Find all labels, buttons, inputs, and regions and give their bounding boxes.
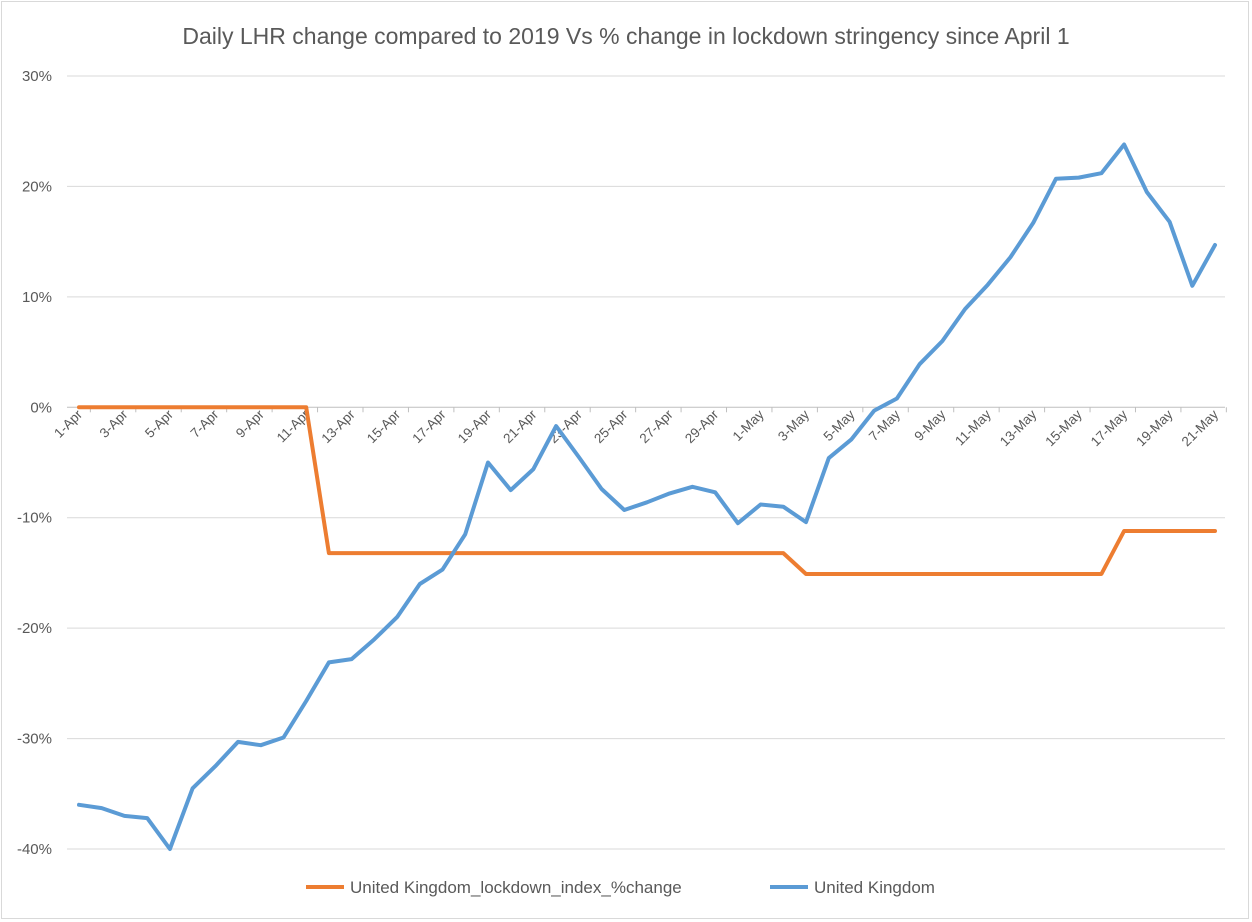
x-tick-label: 21-Apr: [500, 406, 540, 446]
x-tick-label: 13-May: [997, 407, 1040, 450]
x-tick-label: 3-May: [775, 407, 812, 444]
x-tick-label: 13-Apr: [318, 406, 358, 446]
x-tick-label: 1-May: [730, 407, 767, 444]
x-tick-label: 7-Apr: [187, 406, 221, 440]
x-tick-label: 29-Apr: [682, 406, 722, 446]
grid-layer: [67, 75, 1225, 850]
x-tick-label: 9-Apr: [233, 406, 267, 440]
x-tick-label: 1-Apr: [51, 406, 85, 440]
x-tick-label: 9-May: [911, 407, 948, 444]
x-tick-label: 25-Apr: [591, 406, 631, 446]
x-tick-label: 17-Apr: [409, 406, 449, 446]
chart-title: Daily LHR change compared to 2019 Vs % c…: [182, 23, 1069, 49]
series-layer: [77, 142, 1217, 851]
x-tick-label: 17-May: [1088, 407, 1131, 450]
x-tick-label: 19-Apr: [455, 406, 495, 446]
legend-label-lockdown-index: United Kingdom_lockdown_index_%change: [350, 878, 682, 897]
x-axis-ticks: 1-Apr 3-Apr 5-Apr 7-Apr 9-Apr 11-Apr 13-Apr 15-…: [51, 406, 1221, 449]
x-tick-label: 15-Apr: [364, 406, 404, 446]
x-tick-label: 19-May: [1133, 407, 1176, 450]
y-tick-label: 20%: [22, 178, 52, 195]
y-tick-label: -40%: [17, 841, 52, 858]
y-axis-ticks: 30% 20% 10% 0% -10% -20% -30% -40%: [17, 68, 52, 858]
y-tick-label: 0%: [30, 399, 52, 416]
y-tick-label: 30%: [22, 68, 52, 85]
x-tick-label: 5-Apr: [142, 406, 176, 440]
x-tick-label: 3-Apr: [97, 406, 131, 440]
y-tick-label: -10%: [17, 510, 52, 527]
x-tick-label: 27-Apr: [637, 406, 677, 446]
y-tick-label: -20%: [17, 620, 52, 637]
series-line-united-kingdom: [77, 142, 1217, 851]
x-tick-label: 21-May: [1179, 407, 1222, 450]
series-line-lockdown-index: [77, 405, 1217, 576]
x-tick-label: 15-May: [1042, 407, 1085, 450]
legend: United Kingdom_lockdown_index_%change Un…: [306, 878, 935, 897]
legend-label-united-kingdom: United Kingdom: [814, 878, 935, 897]
y-tick-label: -30%: [17, 731, 52, 748]
x-tick-label: 11-May: [952, 407, 994, 449]
y-tick-label: 10%: [22, 289, 52, 306]
